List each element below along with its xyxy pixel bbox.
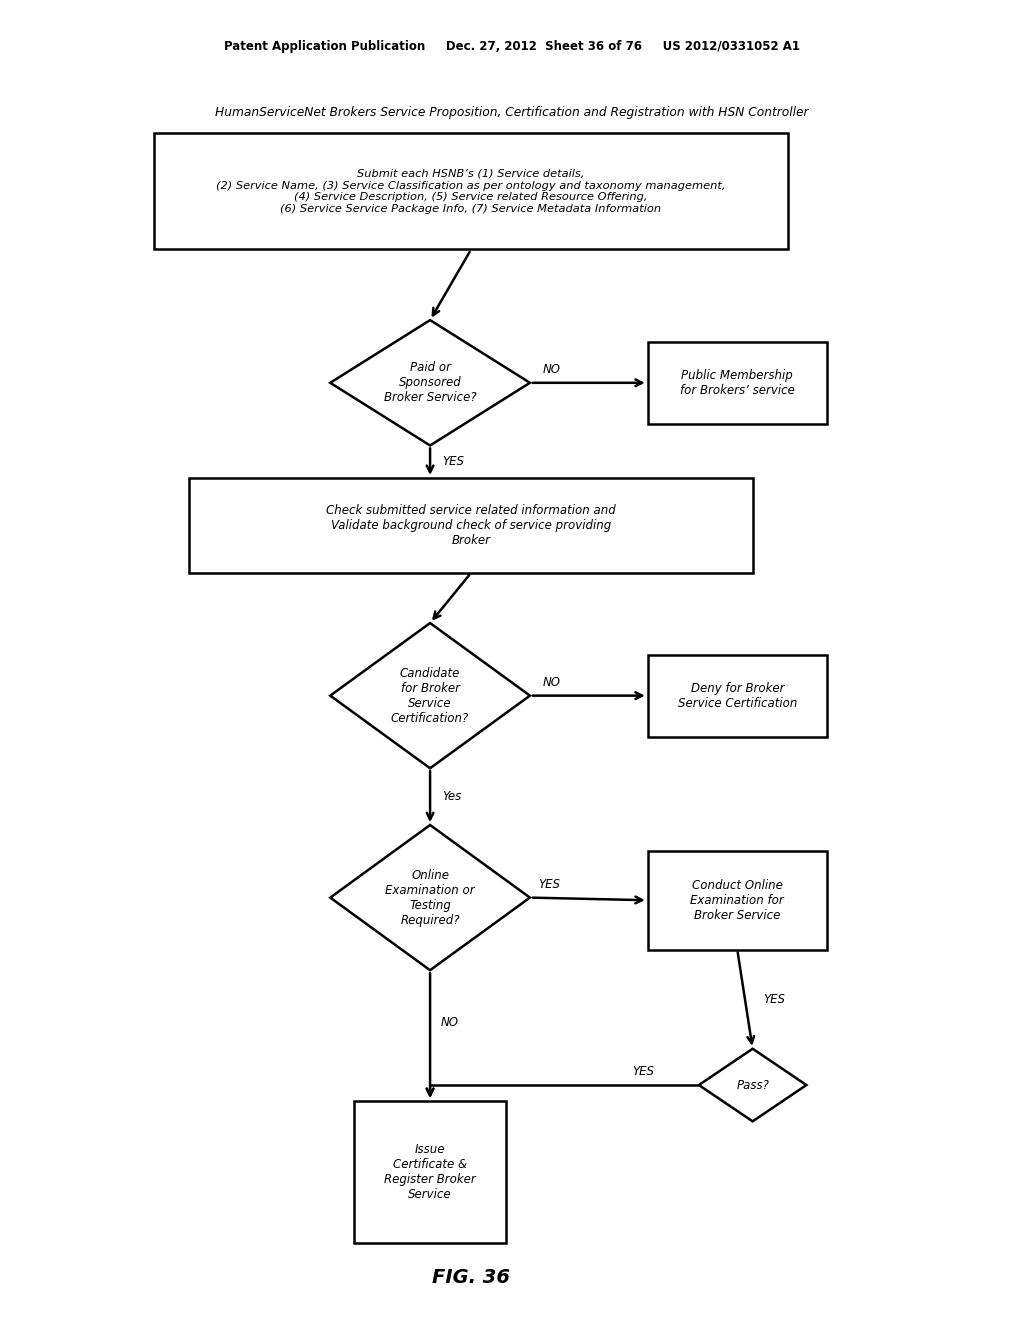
- Text: YES: YES: [442, 455, 464, 469]
- Text: Deny for Broker
Service Certification: Deny for Broker Service Certification: [678, 681, 797, 710]
- Polygon shape: [330, 321, 530, 446]
- Text: Check submitted service related information and
Validate background check of ser: Check submitted service related informat…: [327, 504, 615, 546]
- Text: Pass?: Pass?: [736, 1078, 769, 1092]
- Text: NO: NO: [543, 363, 560, 376]
- Text: FIG. 36: FIG. 36: [432, 1269, 510, 1287]
- Text: YES: YES: [763, 993, 784, 1006]
- FancyBboxPatch shape: [189, 478, 753, 573]
- FancyBboxPatch shape: [154, 133, 788, 249]
- Polygon shape: [330, 623, 530, 768]
- Text: Public Membership
for Brokers’ service: Public Membership for Brokers’ service: [680, 368, 795, 397]
- Text: HumanServiceNet Brokers Service Proposition, Certification and Registration with: HumanServiceNet Brokers Service Proposit…: [215, 106, 809, 119]
- Text: YES: YES: [632, 1065, 654, 1078]
- Text: Online
Examination or
Testing
Required?: Online Examination or Testing Required?: [385, 869, 475, 927]
- Text: Submit each HSNB’s (1) Service details,
(2) Service Name, (3) Service Classifica: Submit each HSNB’s (1) Service details, …: [216, 169, 726, 214]
- Text: Paid or
Sponsored
Broker Service?: Paid or Sponsored Broker Service?: [384, 362, 476, 404]
- FancyBboxPatch shape: [647, 655, 826, 737]
- FancyBboxPatch shape: [354, 1101, 506, 1243]
- Text: Candidate
for Broker
Service
Certification?: Candidate for Broker Service Certificati…: [391, 667, 469, 725]
- Text: NO: NO: [543, 676, 560, 689]
- Polygon shape: [698, 1048, 807, 1122]
- Text: Yes: Yes: [442, 791, 462, 803]
- Text: Conduct Online
Examination for
Broker Service: Conduct Online Examination for Broker Se…: [690, 879, 784, 921]
- Text: Issue
Certificate &
Register Broker
Service: Issue Certificate & Register Broker Serv…: [384, 1143, 476, 1201]
- Text: NO: NO: [440, 1016, 459, 1028]
- Polygon shape: [330, 825, 530, 970]
- Text: YES: YES: [539, 878, 560, 891]
- FancyBboxPatch shape: [647, 342, 826, 424]
- Text: Patent Application Publication     Dec. 27, 2012  Sheet 36 of 76     US 2012/033: Patent Application Publication Dec. 27, …: [224, 40, 800, 53]
- FancyBboxPatch shape: [647, 850, 826, 950]
